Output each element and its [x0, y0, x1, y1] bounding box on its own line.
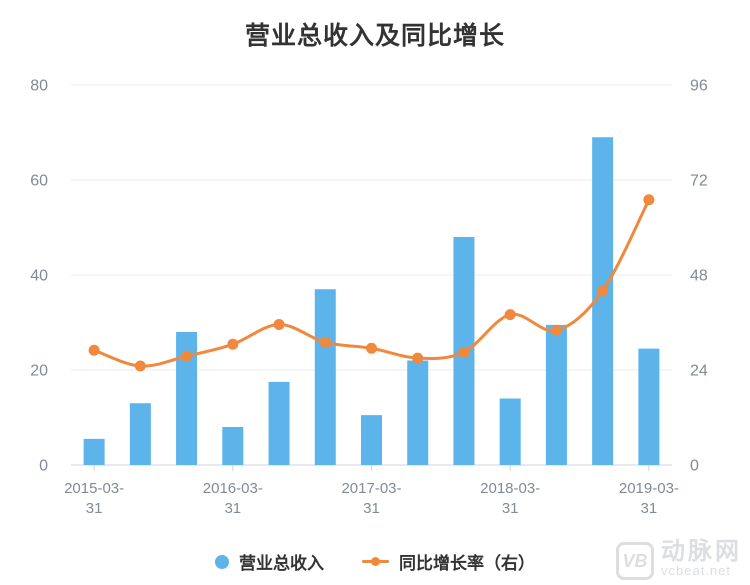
revenue-bar: [129, 403, 151, 465]
growth-line-point: [134, 360, 146, 372]
left-axis-tick-label: 40: [30, 268, 48, 285]
revenue-bar: [592, 137, 614, 465]
x-axis-label-line1: 2016-03-: [203, 480, 263, 497]
revenue-bar: [638, 348, 660, 465]
legend: 营业总收入 同比增长率（右）: [0, 549, 750, 574]
right-axis-tick-label: 72: [690, 173, 708, 190]
x-axis-label-line1: 2018-03-: [480, 480, 540, 497]
left-axis-tick-label: 0: [39, 458, 48, 475]
revenue-bar: [499, 398, 521, 465]
revenue-bar: [545, 324, 567, 465]
x-axis-label-line2: 31: [86, 500, 103, 517]
right-axis-tick-label: 0: [690, 458, 699, 475]
x-axis-label-line1: 2015-03-: [64, 480, 124, 497]
vcbeat-logo-icon: VB: [616, 542, 654, 580]
growth-line-point: [643, 194, 655, 206]
revenue-bar: [407, 360, 429, 465]
legend-label-revenue: 营业总收入: [239, 554, 324, 573]
watermark-name: 动脉网: [661, 538, 742, 565]
x-axis-label-line1: 2017-03-: [341, 480, 401, 497]
right-axis-tick-label: 96: [690, 78, 708, 95]
revenue-bar: [83, 438, 105, 465]
growth-line-point: [366, 342, 377, 354]
growth-line-point: [458, 346, 470, 358]
left-axis-tick-label: 20: [30, 363, 48, 380]
growth-line-point: [319, 336, 331, 348]
growth-line-point: [88, 344, 100, 356]
growth-line-point: [550, 324, 562, 336]
legend-item-growth[interactable]: 同比增长率（右）: [362, 549, 535, 574]
line-series-swatch-icon: [362, 555, 389, 569]
x-axis-label-line2: 31: [502, 500, 519, 517]
left-axis-tick-label: 80: [30, 78, 48, 95]
legend-item-revenue[interactable]: 营业总收入: [215, 549, 324, 574]
revenue-bar: [268, 381, 290, 465]
watermark-text: 动脉网 vcbeat.net: [661, 539, 742, 580]
x-axis-label-line2: 31: [363, 500, 380, 517]
growth-line-point: [273, 318, 285, 330]
watermark-domain: vcbeat.net: [661, 563, 731, 579]
chart-title: 营业总收入及同比增长: [244, 22, 505, 50]
right-axis-tick-label: 24: [690, 363, 708, 380]
x-axis-label-line2: 31: [224, 500, 241, 517]
vcbeat-logo-text: VB: [622, 550, 648, 571]
growth-line-point: [412, 352, 424, 364]
growth-line-point: [504, 309, 516, 321]
revenue-bar: [314, 289, 336, 465]
bar-series-swatch-icon: [215, 554, 229, 569]
growth-line-point: [181, 350, 193, 362]
left-axis-tick-label: 60: [30, 173, 48, 190]
growth-line-point: [227, 338, 239, 350]
growth-line-point: [597, 285, 609, 297]
revenue-bar: [176, 332, 198, 465]
x-axis-label-line1: 2019-03-: [619, 480, 679, 497]
revenue-bar: [222, 427, 244, 465]
legend-label-growth: 同比增长率（右）: [399, 554, 535, 573]
combo-chart-plot: 0 20 40 60 80 0 24 48 72 96 2015-03- 31 2016-03- 31 20…: [30, 78, 708, 518]
right-axis-tick-label: 48: [690, 268, 708, 285]
x-axis-label-line2: 31: [641, 500, 658, 517]
watermark: VB 动脉网 vcbeat.net: [616, 539, 742, 580]
revenue-bar: [361, 415, 382, 465]
